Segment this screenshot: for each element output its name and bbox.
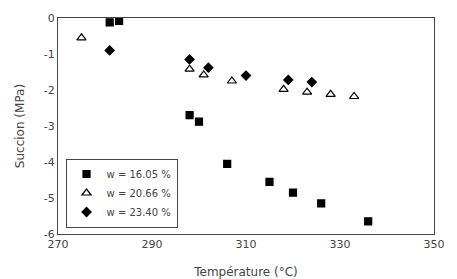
svg-text:w = 23.40 %: w = 23.40 % [107, 207, 171, 218]
svg-text:-2: -2 [44, 84, 55, 97]
svg-text:Température (°C): Température (°C) [193, 265, 298, 279]
svg-text:Succion (MPa): Succion (MPa) [13, 84, 27, 168]
svg-text:270: 270 [48, 238, 69, 251]
svg-text:w = 20.66 %: w = 20.66 % [107, 188, 171, 199]
svg-text:310: 310 [236, 238, 257, 251]
svg-text:w = 16.05 %: w = 16.05 % [107, 169, 171, 180]
svg-text:0: 0 [48, 12, 55, 25]
svg-text:330: 330 [330, 238, 351, 251]
svg-text:-5: -5 [44, 192, 55, 205]
svg-text:-3: -3 [44, 120, 55, 133]
svg-text:-1: -1 [44, 48, 55, 61]
svg-text:290: 290 [142, 238, 163, 251]
svg-text:350: 350 [424, 238, 445, 251]
svg-text:-6: -6 [44, 228, 55, 241]
svg-text:-4: -4 [44, 156, 55, 169]
